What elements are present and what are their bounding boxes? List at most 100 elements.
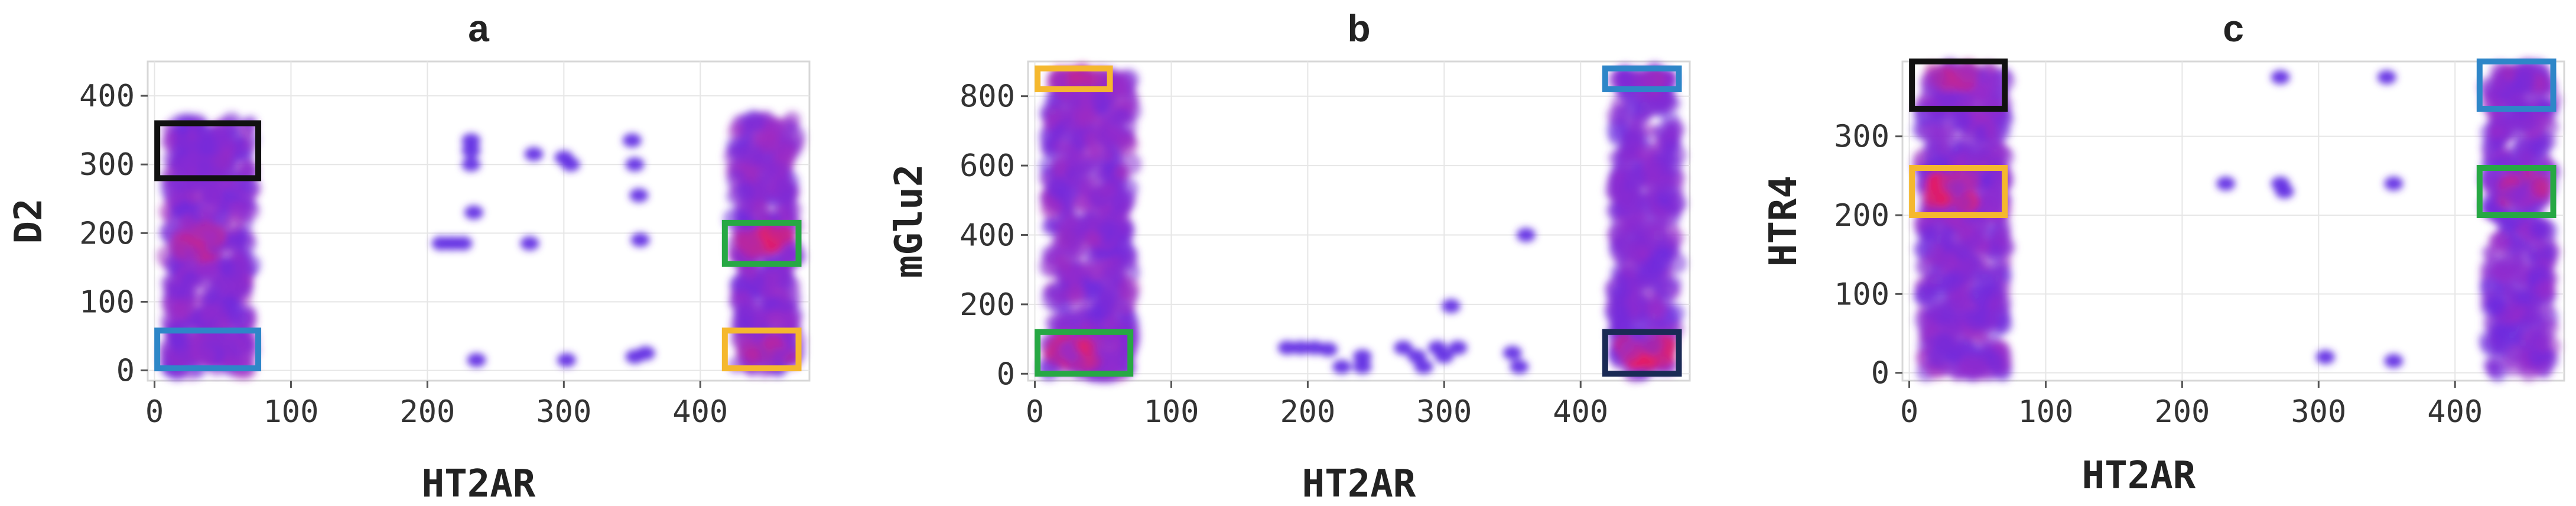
density-dot — [174, 297, 196, 319]
scatter-point — [1394, 340, 1413, 355]
density-dot — [1087, 232, 1102, 247]
scatter-point — [2384, 176, 2403, 191]
highlight-box — [154, 327, 262, 372]
panel-c-ticks: 0 100 200 300 400 0 100 200 300 — [1834, 119, 2483, 430]
density-dot — [1993, 226, 2012, 245]
density-dot — [1662, 141, 1678, 157]
density-dot — [194, 345, 216, 368]
density-dot — [1984, 186, 2007, 209]
density-dot — [1959, 194, 1974, 210]
density-dot — [1085, 262, 1104, 282]
density-dot — [2484, 358, 2505, 378]
density-dot — [238, 159, 258, 180]
scatter-point — [1277, 340, 1297, 355]
density-dot — [1081, 158, 1098, 175]
density-dot — [1949, 272, 1966, 288]
density-dot — [210, 151, 232, 174]
density-dot — [1050, 158, 1068, 176]
ytick-label-100: 100 — [79, 284, 135, 320]
ytick-label-100: 100 — [1834, 277, 1889, 312]
density-dot — [2528, 349, 2545, 366]
density-dot — [1086, 68, 1106, 89]
panel-b: b 0 100 200 300 400 0 200 400 600 800 HT2AR mGlu2 — [887, 7, 1691, 506]
scatter-point — [2275, 184, 2294, 199]
xtick-label-400: 400 — [672, 394, 728, 430]
highlight-box — [2476, 59, 2557, 112]
density-dot — [2534, 279, 2555, 299]
xtick-label-400: 400 — [2427, 394, 2483, 430]
scatter-point — [1352, 349, 1372, 364]
density-dot — [1064, 266, 1085, 286]
density-dot — [745, 346, 760, 361]
density-dot — [1664, 303, 1686, 323]
xtick-label-0: 0 — [1026, 394, 1044, 430]
scatter-point — [461, 133, 481, 148]
density-dot — [1085, 305, 1104, 325]
density-dot — [1943, 315, 1965, 338]
panel-c-grid — [1902, 61, 2564, 381]
density-dot — [2515, 70, 2536, 92]
density-dot — [1064, 186, 1079, 201]
density-dot — [1082, 279, 1102, 299]
density-dot — [1049, 67, 1070, 88]
density-dot — [2518, 150, 2536, 168]
scatter-point — [2271, 70, 2290, 85]
density-dot — [1637, 69, 1659, 91]
density-dot — [2524, 302, 2545, 323]
scatter-point — [629, 188, 649, 203]
density-dot — [1959, 64, 1977, 83]
scatter-point — [467, 353, 486, 368]
density-dot — [1619, 132, 1642, 154]
density-dot — [1611, 105, 1631, 124]
density-dot — [160, 134, 178, 151]
panel-a-ticks: 0 100 200 300 400 0 100 200 300 400 — [79, 79, 728, 430]
density-dot — [200, 272, 219, 291]
density-dot — [1932, 332, 1954, 353]
density-dot — [226, 256, 251, 280]
panel-a-boxes — [154, 120, 802, 372]
density-dot — [174, 135, 194, 155]
scatter-point — [1435, 349, 1454, 364]
ytick-label-0: 0 — [1871, 356, 1889, 391]
density-dot — [206, 183, 224, 201]
panel-b-boxes — [1035, 65, 1682, 377]
density-dot — [2509, 253, 2525, 269]
scatter-point — [1319, 342, 1338, 357]
highlight-box — [1602, 329, 1682, 377]
density-dot — [1965, 141, 1988, 163]
scatter-point — [1352, 359, 1372, 374]
density-dot — [1935, 190, 1953, 208]
xtick-label-200: 200 — [2154, 394, 2210, 430]
density-dot — [1927, 348, 1947, 368]
density-dot — [2492, 232, 2509, 249]
density-dot — [1931, 284, 1947, 300]
density-dot — [1667, 275, 1682, 291]
density-dot — [1064, 68, 1084, 87]
density-dot — [1049, 199, 1063, 214]
density-dot — [1967, 353, 1990, 376]
panel-b-xlabel: HT2AR — [1302, 462, 1416, 506]
highlight-box — [1909, 59, 2008, 112]
scatter-point — [1516, 228, 1536, 242]
density-dot — [745, 111, 767, 133]
scatter-point — [1502, 346, 1522, 361]
density-dot — [1087, 142, 1102, 157]
scatter-point — [622, 133, 642, 148]
density-dot — [762, 268, 780, 286]
density-dot — [1074, 106, 1096, 128]
density-dot — [1099, 147, 1114, 163]
density-dot — [1118, 277, 1140, 300]
density-dot — [2539, 132, 2557, 151]
density-dot — [2506, 343, 2524, 362]
density-dot — [228, 306, 250, 329]
xtick-label-300: 300 — [1416, 394, 1472, 430]
density-dot — [2486, 296, 2506, 316]
xtick-label-300: 300 — [2291, 394, 2346, 430]
density-dot — [1070, 303, 1085, 318]
ytick-label-300: 300 — [1834, 119, 1889, 155]
density-dot — [2504, 112, 2521, 129]
scatter-point — [464, 205, 483, 220]
scatter-point — [630, 232, 650, 247]
density-dot — [2533, 334, 2553, 354]
